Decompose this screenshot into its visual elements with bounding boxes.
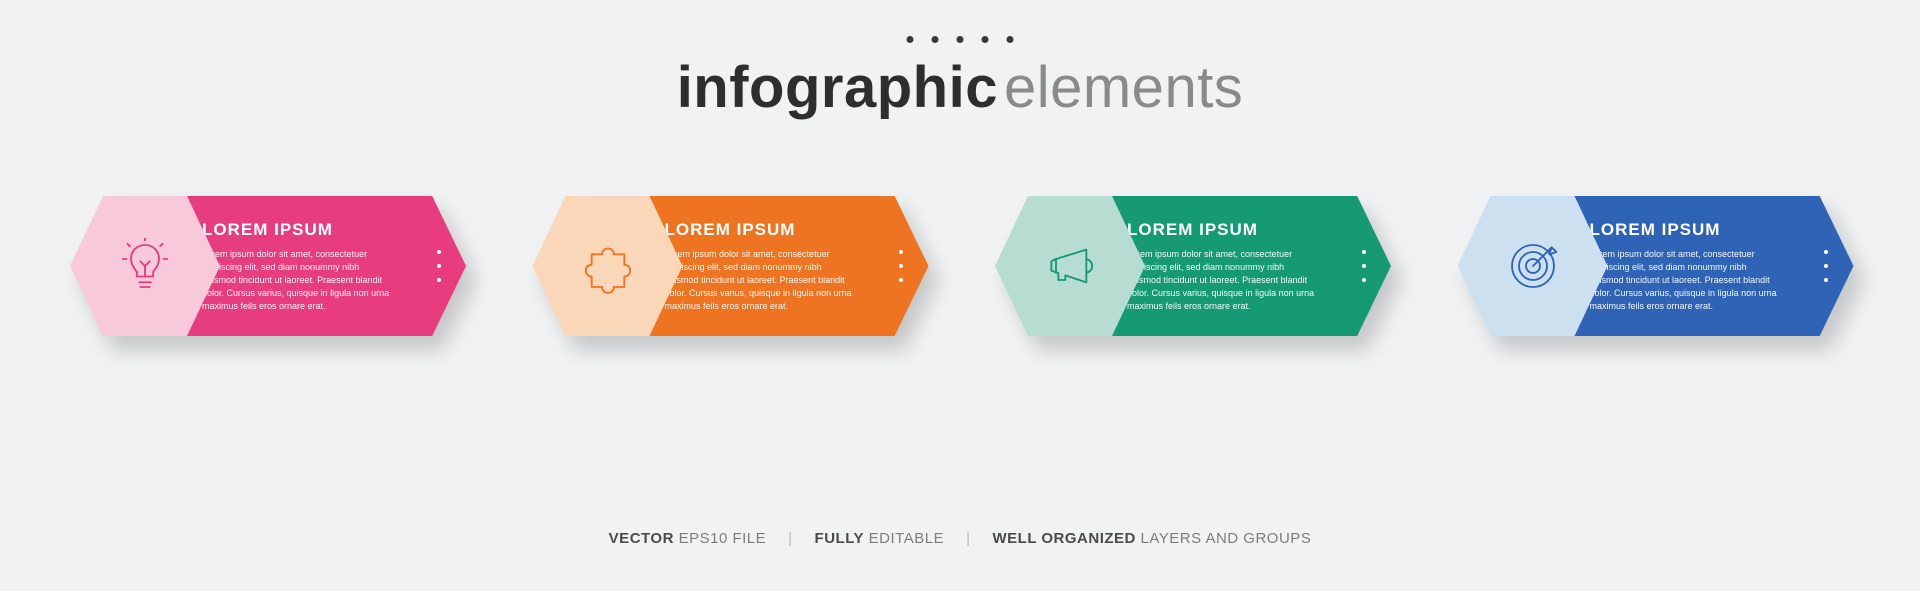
megaphone-icon [1042, 238, 1098, 294]
card-body: LOREM IPSUM Lorem ipsum dolor sit amet, c… [1572, 196, 1854, 336]
edge-dot [1824, 250, 1828, 254]
footer-light: EPS10 FILE [674, 530, 766, 547]
footer-bold: WELL ORGANIZED [992, 530, 1135, 547]
edge-dot [1362, 264, 1366, 268]
info-card: LOREM IPSUM Lorem ipsum dolor sit amet, c… [70, 196, 463, 336]
header-dot [1007, 36, 1014, 43]
header-dot [982, 36, 989, 43]
footer-bold: FULLY [815, 530, 864, 547]
info-card: LOREM IPSUM Lorem ipsum dolor sit amet, c… [1458, 196, 1851, 336]
card-body: LOREM IPSUM Lorem ipsum dolor sit amet, c… [1109, 196, 1391, 336]
edge-dot [437, 264, 441, 268]
footer-light: LAYERS AND GROUPS [1136, 530, 1311, 547]
header-dot [957, 36, 964, 43]
header-dot [932, 36, 939, 43]
cards-row: LOREM IPSUM Lorem ipsum dolor sit amet, c… [0, 196, 1920, 336]
info-card: LOREM IPSUM Lorem ipsum dolor sit amet, c… [533, 196, 926, 336]
puzzle-icon [580, 238, 636, 294]
card-desc: Lorem ipsum dolor sit amet, consectetuer… [1590, 248, 1780, 313]
edge-dot [437, 250, 441, 254]
card-edge-dots [1824, 250, 1828, 282]
lightbulb-icon [117, 238, 173, 294]
title-bold: infographic [677, 55, 998, 120]
edge-dot [1824, 264, 1828, 268]
footer-separator: | [788, 530, 792, 547]
edge-dot [1362, 278, 1366, 282]
card-title: LOREM IPSUM [1127, 220, 1351, 240]
header-dots [907, 36, 1014, 43]
card-desc: Lorem ipsum dolor sit amet, consectetuer… [665, 248, 855, 313]
card-edge-dots [899, 250, 903, 282]
footer-segment: WELL ORGANIZED LAYERS AND GROUPS [992, 530, 1311, 547]
footer-light: EDITABLE [864, 530, 944, 547]
footer-separator: | [966, 530, 970, 547]
card-desc: Lorem ipsum dolor sit amet, consectetuer… [202, 248, 392, 313]
card-title: LOREM IPSUM [665, 220, 889, 240]
edge-dot [899, 264, 903, 268]
edge-dot [1824, 278, 1828, 282]
page-title: infographicelements [677, 54, 1244, 121]
card-title: LOREM IPSUM [202, 220, 426, 240]
footer-bold: VECTOR [609, 530, 674, 547]
info-card: LOREM IPSUM Lorem ipsum dolor sit amet, c… [995, 196, 1388, 336]
footer-segment: VECTOR EPS10 FILE [609, 530, 766, 547]
card-desc: Lorem ipsum dolor sit amet, consectetuer… [1127, 248, 1317, 313]
edge-dot [1362, 250, 1366, 254]
edge-dot [899, 250, 903, 254]
footer-segment: FULLY EDITABLE [815, 530, 945, 547]
card-body: LOREM IPSUM Lorem ipsum dolor sit amet, c… [647, 196, 929, 336]
card-edge-dots [1362, 250, 1366, 282]
edge-dot [437, 278, 441, 282]
card-body: LOREM IPSUM Lorem ipsum dolor sit amet, c… [184, 196, 466, 336]
card-edge-dots [437, 250, 441, 282]
target-icon [1505, 238, 1561, 294]
footer-credits: VECTOR EPS10 FILE | FULLY EDITABLE | WELL OR… [609, 530, 1312, 547]
title-light: elements [1004, 55, 1243, 120]
header-dot [907, 36, 914, 43]
edge-dot [899, 278, 903, 282]
card-title: LOREM IPSUM [1590, 220, 1814, 240]
